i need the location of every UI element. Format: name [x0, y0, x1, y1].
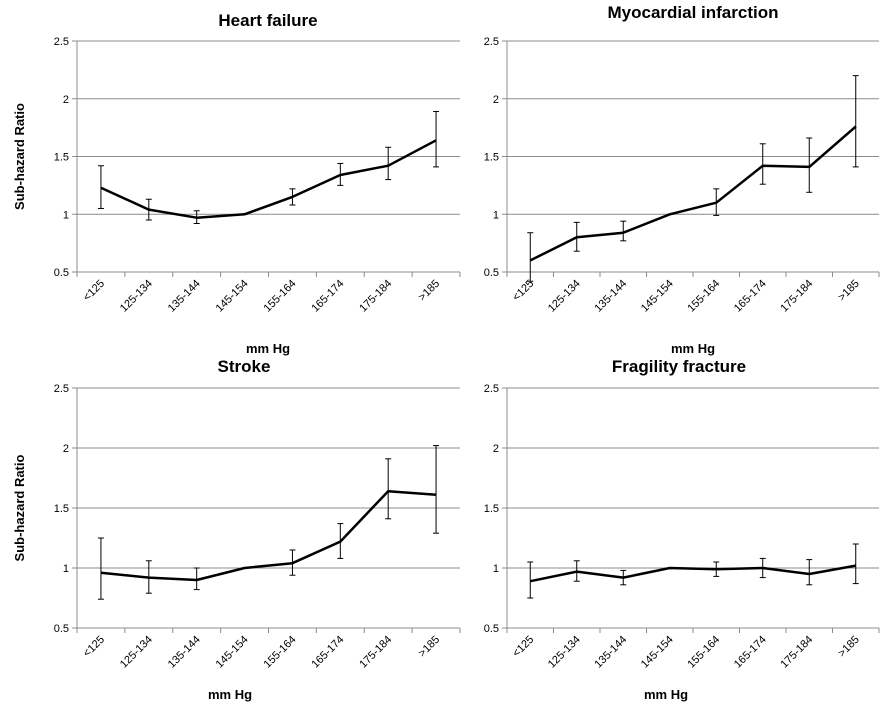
y-tick-label: 0.5	[484, 267, 499, 279]
y-tick-label: 0.5	[54, 623, 69, 635]
x-tick-label: 155-164	[262, 634, 299, 671]
y-tick-label: 1	[493, 563, 499, 575]
y-tick-label: 2	[63, 94, 69, 106]
x-tick-label: 165-174	[309, 634, 346, 671]
x-tick-label: 145-154	[639, 634, 676, 671]
x-tick-label: 125-134	[118, 634, 155, 671]
panel-fragility-fracture: Fragility fracture mm Hg 0.5 1 1.5 2 2.5 <125…	[484, 357, 880, 702]
x-tick-label: 175-184	[778, 278, 815, 315]
x-tick-label: 155-164	[262, 278, 299, 315]
x-axis-label: mm Hg	[671, 341, 715, 356]
x-tick-label: 125-134	[118, 278, 155, 315]
x-tick-label: 155-164	[685, 634, 722, 671]
x-tick-label: 125-134	[546, 278, 583, 315]
series-line	[530, 564, 857, 583]
y-tick-label: 2	[63, 443, 69, 455]
y-tick-label: 1.5	[54, 503, 69, 515]
x-tick-label: 145-154	[639, 278, 676, 315]
chart-title: Fragility fracture	[612, 357, 746, 376]
x-axis-label: mm Hg	[644, 687, 688, 702]
x-tick-label: 125-134	[546, 634, 583, 671]
x-tick-label: >185	[836, 278, 862, 304]
panel-heart-failure: Heart failure Sub-hazard Ratio mm Hg 0.5…	[12, 11, 461, 356]
x-axis-label: mm Hg	[246, 341, 290, 356]
y-tick-label: 0.5	[484, 623, 499, 635]
x-tick-label: 135-144	[592, 634, 629, 671]
y-tick-label: 1	[63, 209, 69, 221]
panel-myocardial-infarction: Myocardial infarction mm Hg 0.511.522.5<…	[484, 3, 880, 356]
y-tick-label: 1.5	[484, 503, 499, 515]
x-tick-label: 135-144	[592, 278, 629, 315]
x-tick-label: >185	[416, 634, 442, 660]
x-tick-label: 165-174	[309, 278, 346, 315]
x-tick-label: 135-144	[166, 634, 203, 671]
x-axis-label: mm Hg	[208, 687, 252, 702]
x-tick-label: >185	[836, 634, 862, 660]
x-tick-label: 165-174	[732, 634, 769, 671]
x-tick-label: 175-184	[357, 278, 394, 315]
y-tick-label: 1.5	[484, 152, 499, 164]
x-tick-label: 175-184	[778, 634, 815, 671]
y-tick-label: 1	[63, 563, 69, 575]
x-tick-label: 145-154	[214, 634, 251, 671]
series-line	[529, 125, 857, 262]
x-tick-label: >185	[416, 278, 442, 304]
y-tick-label: 0.5	[54, 267, 69, 279]
chart-title: Heart failure	[218, 11, 317, 30]
y-tick-label: 1	[493, 209, 499, 221]
x-tick-label: <125	[81, 278, 107, 304]
series-line	[100, 139, 437, 219]
y-tick-label: 2	[493, 443, 499, 455]
y-tick-label: 2.5	[484, 383, 499, 395]
x-tick-label: 135-144	[166, 278, 203, 315]
x-tick-label: <125	[81, 634, 107, 660]
x-tick-label: 175-184	[357, 634, 394, 671]
y-tick-label: 2.5	[484, 36, 499, 48]
chart-title: Stroke	[218, 357, 271, 376]
series-line	[100, 489, 437, 582]
y-axis-label: Sub-hazard Ratio	[12, 454, 27, 561]
y-tick-label: 1.5	[54, 152, 69, 164]
x-tick-label: <125	[510, 634, 536, 660]
chart-title: Myocardial infarction	[608, 3, 779, 22]
y-axis-label: Sub-hazard Ratio	[12, 103, 27, 210]
x-tick-label: 165-174	[732, 278, 769, 315]
y-tick-label: 2.5	[54, 36, 69, 48]
x-tick-label: 145-154	[214, 278, 251, 315]
x-tick-label: 155-164	[685, 278, 722, 315]
y-tick-label: 2.5	[54, 383, 69, 395]
panel-stroke: Stroke Sub-hazard Ratio mm Hg 0.5 1 1.5 2 2.…	[12, 357, 461, 702]
y-tick-label: 2	[493, 94, 499, 106]
